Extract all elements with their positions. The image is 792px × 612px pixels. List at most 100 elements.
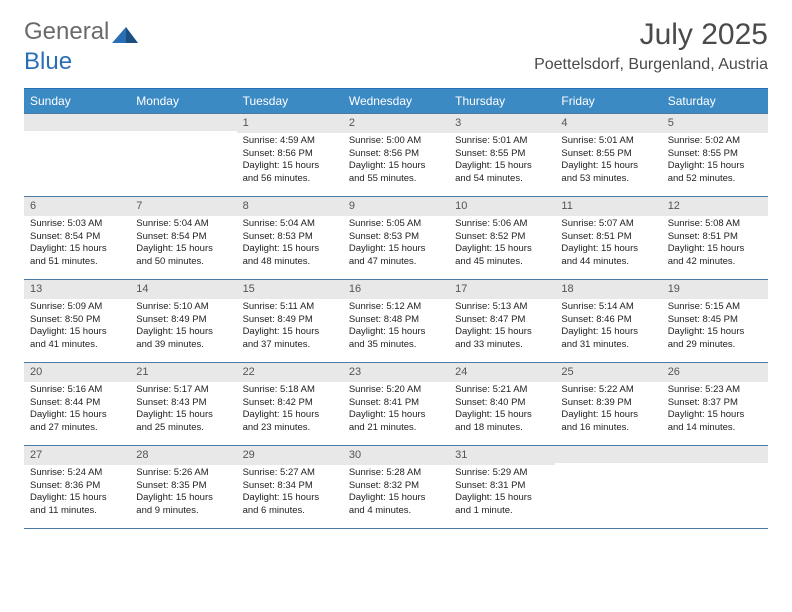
- day-body: Sunrise: 5:24 AMSunset: 8:36 PMDaylight:…: [24, 465, 130, 524]
- day-cell: 6Sunrise: 5:03 AMSunset: 8:54 PMDaylight…: [24, 197, 130, 279]
- sunset-line: Sunset: 8:56 PM: [243, 148, 337, 161]
- sunset-line: Sunset: 8:55 PM: [455, 148, 549, 161]
- daylight-line: Daylight: 15 hours and 6 minutes.: [243, 492, 337, 518]
- day-body: Sunrise: 5:05 AMSunset: 8:53 PMDaylight:…: [343, 216, 449, 275]
- daylight-line: Daylight: 15 hours and 41 minutes.: [30, 326, 124, 352]
- logo-text-2: Blue: [24, 48, 72, 75]
- daylight-line: Daylight: 15 hours and 35 minutes.: [349, 326, 443, 352]
- logo-text-1: General: [24, 18, 109, 46]
- sunset-line: Sunset: 8:55 PM: [668, 148, 762, 161]
- day-cell: 14Sunrise: 5:10 AMSunset: 8:49 PMDayligh…: [130, 280, 236, 362]
- sunrise-line: Sunrise: 4:59 AM: [243, 135, 337, 148]
- day-body: Sunrise: 5:04 AMSunset: 8:53 PMDaylight:…: [237, 216, 343, 275]
- day-number: [24, 114, 130, 131]
- day-number: 18: [555, 280, 661, 299]
- day-number: [555, 446, 661, 463]
- day-cell: 11Sunrise: 5:07 AMSunset: 8:51 PMDayligh…: [555, 197, 661, 279]
- day-header-cell: Saturday: [662, 89, 768, 113]
- day-number: 21: [130, 363, 236, 382]
- sunrise-line: Sunrise: 5:17 AM: [136, 384, 230, 397]
- sunrise-line: Sunrise: 5:02 AM: [668, 135, 762, 148]
- sunset-line: Sunset: 8:54 PM: [136, 231, 230, 244]
- day-number: 4: [555, 114, 661, 133]
- day-body: Sunrise: 5:12 AMSunset: 8:48 PMDaylight:…: [343, 299, 449, 358]
- day-cell: 12Sunrise: 5:08 AMSunset: 8:51 PMDayligh…: [662, 197, 768, 279]
- day-number: 9: [343, 197, 449, 216]
- daylight-line: Daylight: 15 hours and 16 minutes.: [561, 409, 655, 435]
- sunrise-line: Sunrise: 5:11 AM: [243, 301, 337, 314]
- daylight-line: Daylight: 15 hours and 9 minutes.: [136, 492, 230, 518]
- daylight-line: Daylight: 15 hours and 48 minutes.: [243, 243, 337, 269]
- day-body: Sunrise: 5:10 AMSunset: 8:49 PMDaylight:…: [130, 299, 236, 358]
- day-number: 30: [343, 446, 449, 465]
- day-number: 20: [24, 363, 130, 382]
- sunset-line: Sunset: 8:53 PM: [349, 231, 443, 244]
- sunrise-line: Sunrise: 5:16 AM: [30, 384, 124, 397]
- day-body: Sunrise: 5:17 AMSunset: 8:43 PMDaylight:…: [130, 382, 236, 441]
- daylight-line: Daylight: 15 hours and 50 minutes.: [136, 243, 230, 269]
- day-cell: 28Sunrise: 5:26 AMSunset: 8:35 PMDayligh…: [130, 446, 236, 528]
- sunset-line: Sunset: 8:47 PM: [455, 314, 549, 327]
- day-body: [662, 463, 768, 523]
- day-body: Sunrise: 5:02 AMSunset: 8:55 PMDaylight:…: [662, 133, 768, 192]
- week-row: 6Sunrise: 5:03 AMSunset: 8:54 PMDaylight…: [24, 196, 768, 279]
- day-number: 12: [662, 197, 768, 216]
- day-body: Sunrise: 4:59 AMSunset: 8:56 PMDaylight:…: [237, 133, 343, 192]
- sunrise-line: Sunrise: 5:12 AM: [349, 301, 443, 314]
- day-number: 6: [24, 197, 130, 216]
- day-cell: 24Sunrise: 5:21 AMSunset: 8:40 PMDayligh…: [449, 363, 555, 445]
- sunset-line: Sunset: 8:52 PM: [455, 231, 549, 244]
- sunrise-line: Sunrise: 5:13 AM: [455, 301, 549, 314]
- day-number: 19: [662, 280, 768, 299]
- day-body: Sunrise: 5:11 AMSunset: 8:49 PMDaylight:…: [237, 299, 343, 358]
- sunset-line: Sunset: 8:39 PM: [561, 397, 655, 410]
- sunrise-line: Sunrise: 5:07 AM: [561, 218, 655, 231]
- day-cell: [24, 114, 130, 196]
- day-body: Sunrise: 5:03 AMSunset: 8:54 PMDaylight:…: [24, 216, 130, 275]
- day-header-cell: Tuesday: [237, 89, 343, 113]
- day-number: 23: [343, 363, 449, 382]
- sunset-line: Sunset: 8:41 PM: [349, 397, 443, 410]
- week-row: 27Sunrise: 5:24 AMSunset: 8:36 PMDayligh…: [24, 445, 768, 528]
- logo-mark-icon: [112, 22, 138, 42]
- day-body: Sunrise: 5:09 AMSunset: 8:50 PMDaylight:…: [24, 299, 130, 358]
- day-cell: [130, 114, 236, 196]
- week-row: 20 Sunrise: 5:16 AMSunset: 8:44 PM Dayligh…: [24, 362, 768, 445]
- day-cell: 1Sunrise: 4:59 AMSunset: 8:56 PMDaylight…: [237, 114, 343, 196]
- week-row: 1Sunrise: 4:59 AMSunset: 8:56 PMDaylight…: [24, 113, 768, 196]
- daylight-line: Daylight: 15 hours and 25 minutes.: [136, 409, 230, 435]
- week-row: 13Sunrise: 5:09 AMSunset: 8:50 PMDayligh…: [24, 279, 768, 362]
- day-body: Sunrise: 5:18 AMSunset: 8:42 PMDaylight:…: [237, 382, 343, 441]
- day-header-row: SundayMondayTuesdayWednesdayThursdayFrid…: [24, 88, 768, 113]
- day-number: 27: [24, 446, 130, 465]
- sunrise-line: Sunrise: 5:26 AM: [136, 467, 230, 480]
- sunrise-line: Sunrise: 5:20 AM: [349, 384, 443, 397]
- day-cell: 7Sunrise: 5:04 AMSunset: 8:54 PMDaylight…: [130, 197, 236, 279]
- sunrise-line: Sunrise: 5:22 AM: [561, 384, 655, 397]
- day-cell: 20Sunrise: 5:16 AMSunset: 8:44 PMDayligh…: [24, 363, 130, 445]
- sunrise-line: Sunrise: 5:10 AM: [136, 301, 230, 314]
- day-cell: 13Sunrise: 5:09 AMSunset: 8:50 PMDayligh…: [24, 280, 130, 362]
- day-cell: 15Sunrise: 5:11 AMSunset: 8:49 PMDayligh…: [237, 280, 343, 362]
- day-header-cell: Wednesday: [343, 89, 449, 113]
- day-number: 8: [237, 197, 343, 216]
- day-cell: 5Sunrise: 5:02 AMSunset: 8:55 PMDaylight…: [662, 114, 768, 196]
- day-body: Sunrise: 5:29 AMSunset: 8:31 PMDaylight:…: [449, 465, 555, 524]
- sunrise-line: Sunrise: 5:21 AM: [455, 384, 549, 397]
- day-cell: 31Sunrise: 5:29 AMSunset: 8:31 PMDayligh…: [449, 446, 555, 528]
- day-body: Sunrise: 5:27 AMSunset: 8:34 PMDaylight:…: [237, 465, 343, 524]
- daylight-line: Daylight: 15 hours and 29 minutes.: [668, 326, 762, 352]
- day-cell: 18Sunrise: 5:14 AMSunset: 8:46 PMDayligh…: [555, 280, 661, 362]
- sunset-line: Sunset: 8:54 PM: [30, 231, 124, 244]
- title-block: July 2025 Poettelsdorf, Burgenland, Aust…: [534, 18, 768, 74]
- month-title: July 2025: [534, 18, 768, 52]
- daylight-line: Daylight: 15 hours and 45 minutes.: [455, 243, 549, 269]
- daylight-line: Daylight: 15 hours and 1 minute.: [455, 492, 549, 518]
- day-body: [555, 463, 661, 523]
- logo: General: [24, 18, 138, 46]
- sunset-line: Sunset: 8:44 PM: [30, 397, 124, 410]
- daylight-line: Daylight: 15 hours and 54 minutes.: [455, 160, 549, 186]
- day-body: Sunrise: 5:15 AMSunset: 8:45 PMDaylight:…: [662, 299, 768, 358]
- day-number: [662, 446, 768, 463]
- day-number: 5: [662, 114, 768, 133]
